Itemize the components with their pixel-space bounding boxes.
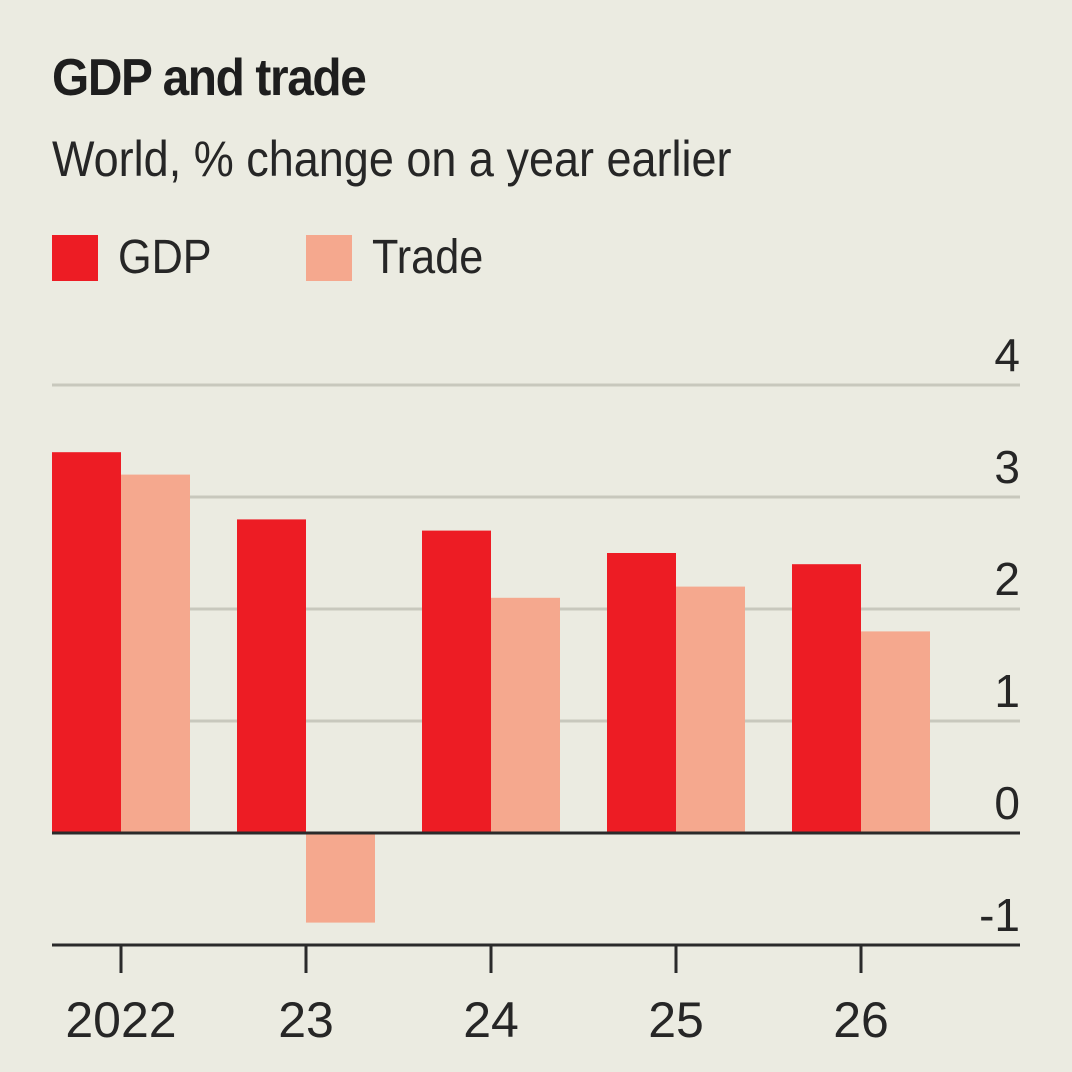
chart-title: GDP and trade (52, 49, 367, 107)
bar-trade (676, 586, 745, 833)
y-tick-label: 4 (994, 329, 1020, 381)
bar-gdp (422, 530, 491, 833)
legend-item-gdp: GDP (52, 230, 222, 285)
bar-gdp (607, 553, 676, 833)
x-tick-label: 23 (278, 992, 334, 1048)
legend-swatch-gdp (52, 234, 98, 281)
legend-label-gdp: GDP (118, 231, 212, 284)
x-tick-label: 24 (463, 992, 519, 1048)
x-tick-label: 26 (833, 992, 889, 1048)
legend-label-trade: Trade (372, 231, 484, 284)
y-tick-label: 3 (994, 441, 1020, 493)
bar-trade (306, 833, 375, 923)
y-tick-label: 0 (994, 777, 1020, 829)
bar-trade (491, 597, 560, 833)
bar-gdp (52, 452, 121, 833)
y-tick-label: 2 (994, 553, 1020, 605)
legend-item-trade: Trade (306, 230, 496, 285)
chart-subtitle: World, % change on a year earlier (52, 131, 732, 187)
bar-gdp (792, 564, 861, 833)
y-tick-label: 1 (994, 665, 1020, 717)
bar-gdp (237, 519, 306, 833)
y-tick-label: -1 (979, 889, 1020, 941)
x-tick-label: 2022 (65, 992, 176, 1048)
legend-swatch-trade (306, 234, 352, 281)
bar-trade (861, 631, 930, 833)
bar-trade (121, 474, 190, 833)
x-tick-label: 25 (648, 992, 704, 1048)
